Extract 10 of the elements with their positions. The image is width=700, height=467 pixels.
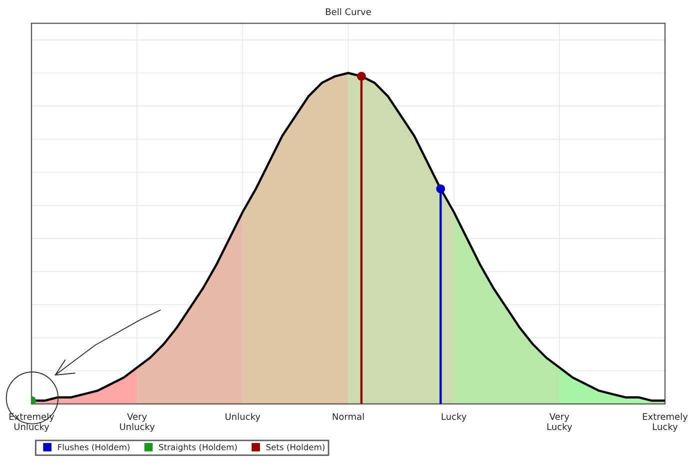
chart-title: Bell Curve (326, 8, 371, 16)
x-tick-label: Very Lucky (547, 413, 572, 432)
x-tick-label: Extremely Lucky (642, 412, 688, 432)
x-tick-label: Very Unlucky (120, 413, 155, 432)
legend-label: Straights (Holdem) (159, 444, 237, 452)
x-tick-label: Lucky (442, 412, 466, 422)
x-tick-label: Normal (332, 412, 364, 420)
x-tick-label: Unlucky (226, 412, 260, 422)
legend-label: Sets (Holdem) (266, 444, 324, 452)
legend-label: Flushes (Holdem) (58, 444, 130, 452)
